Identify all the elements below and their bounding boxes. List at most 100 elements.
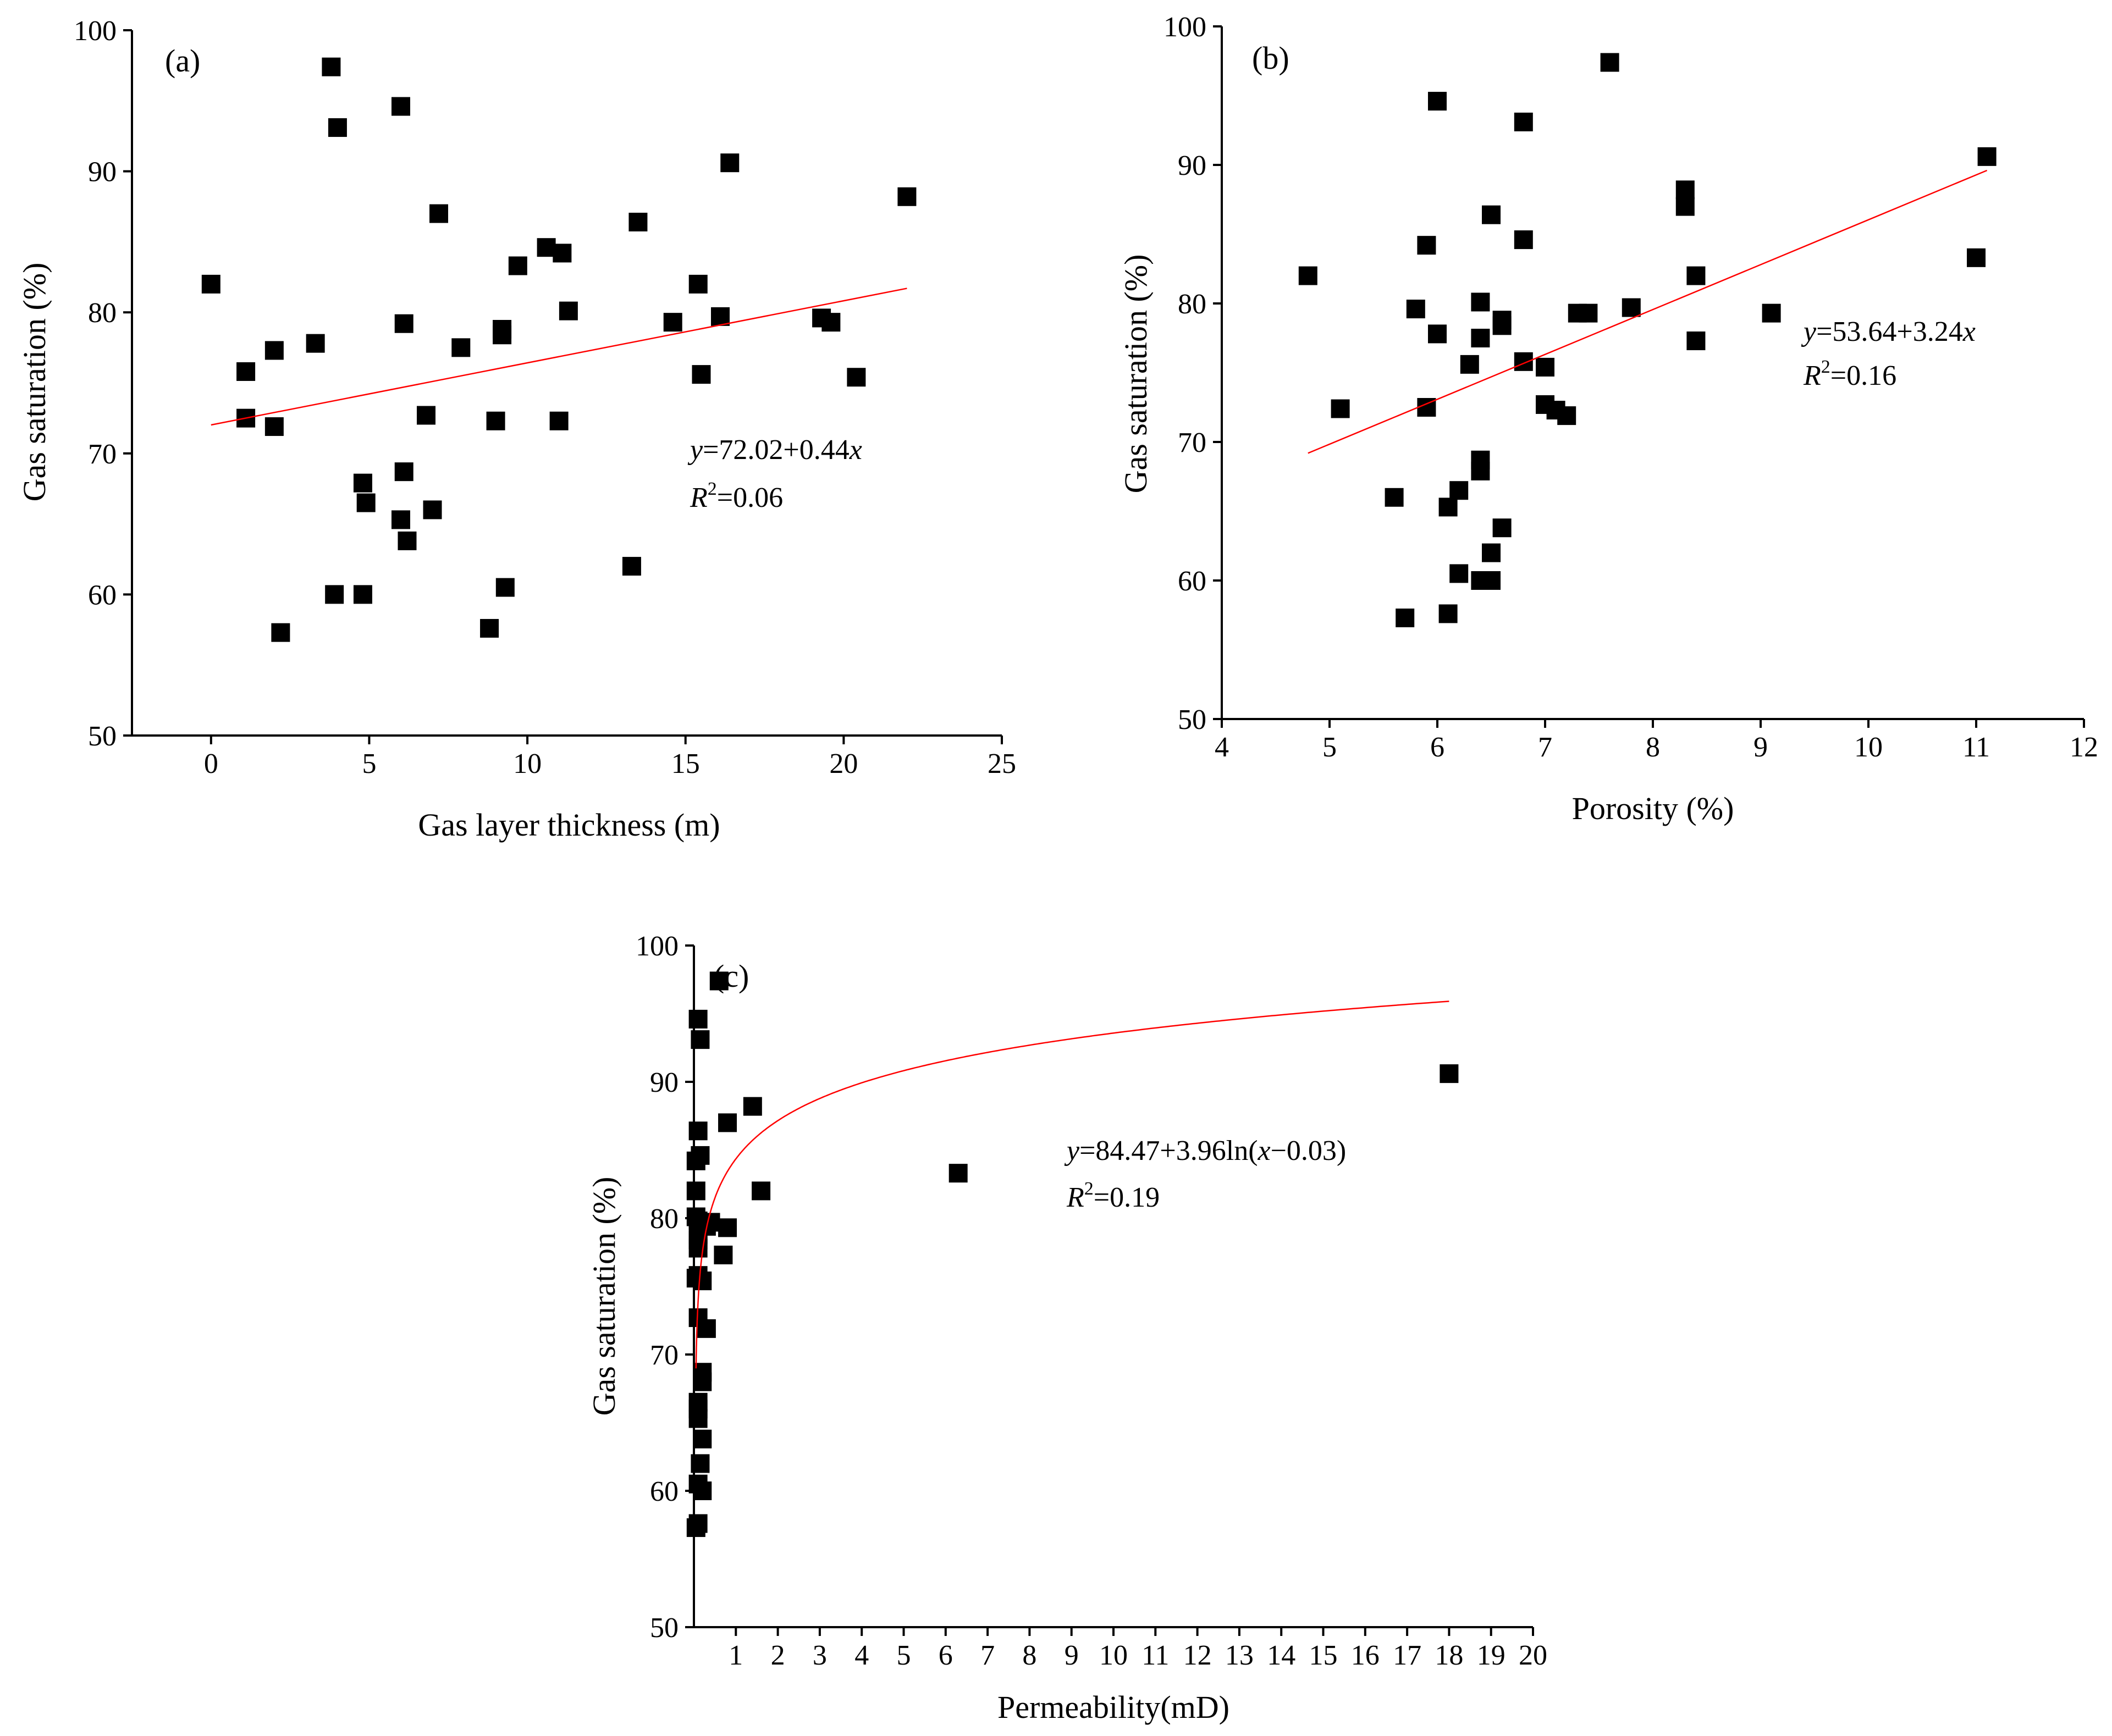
- data-point: [1675, 197, 1695, 216]
- panel-label-c: (c): [714, 958, 749, 994]
- chart-panel-a: 0 5 10 15 20 25 50 60 70 80 90 100 (a) Gas layer th…: [16, 15, 1016, 843]
- data-point: [949, 1164, 968, 1183]
- data-point: [688, 1121, 708, 1141]
- axes-c: 1 2 3 4 5 6 7 8 9 10 11 12 13 14 15 16 17 18 19 20506070809…: [636, 931, 1547, 1671]
- x-tick-label: 9: [1753, 732, 1768, 763]
- y-tick-label: 50: [88, 721, 117, 752]
- r-var: R: [1803, 360, 1821, 391]
- scatter-points-a: [201, 57, 917, 642]
- data-point: [1396, 609, 1415, 628]
- chart-panel-c: 1 2 3 4 5 6 7 8 9 10 11 12 13 14 15 16 17 18 19 20506070809…: [586, 931, 1547, 1725]
- data-point: [686, 1151, 705, 1170]
- data-point: [1449, 564, 1469, 583]
- data-point: [508, 256, 527, 275]
- data-point: [1492, 518, 1512, 538]
- data-point: [709, 971, 729, 991]
- fit-equation-b: y=53.64+3.24x: [1801, 316, 1976, 347]
- y-tick-label: 80: [88, 297, 117, 329]
- eq-x-var: x: [1258, 1135, 1271, 1166]
- eq-x-var: x: [849, 434, 862, 466]
- x-tick-label: 4: [854, 1640, 869, 1671]
- y-axis-title-b: Gas saturation (%): [1118, 255, 1154, 494]
- data-point: [1675, 180, 1695, 200]
- data-point: [1482, 571, 1501, 590]
- data-point: [697, 1319, 716, 1338]
- data-point: [688, 1409, 708, 1428]
- x-tick-label: 7: [1538, 732, 1552, 763]
- r-sup: 2: [1084, 1179, 1094, 1199]
- x-tick-label: 1: [729, 1640, 743, 1671]
- data-point: [559, 301, 578, 320]
- x-tick-label: 10: [513, 748, 542, 779]
- y-tick-label: 60: [650, 1476, 679, 1507]
- data-point: [693, 1271, 712, 1291]
- x-tick-label: 9: [1065, 1640, 1079, 1671]
- r-squared-c: R2=0.19: [1066, 1179, 1160, 1213]
- x-tick-label: 20: [1519, 1640, 1547, 1671]
- x-tick-label: 20: [829, 748, 858, 779]
- x-tick-label: 13: [1225, 1640, 1254, 1671]
- data-point: [549, 411, 569, 430]
- panel-label-b: (b): [1252, 40, 1289, 76]
- data-point: [1686, 331, 1706, 351]
- eq-y-var: y: [1064, 1135, 1080, 1166]
- data-point: [325, 585, 344, 604]
- data-point: [1686, 266, 1706, 285]
- data-point: [306, 334, 325, 353]
- x-tick-label: 15: [671, 748, 700, 779]
- y-tick-label: 90: [650, 1067, 679, 1098]
- x-tick-label: 18: [1435, 1640, 1463, 1671]
- axes-b: 4 5 6 7 8 9 10 11 12 50 60 70 80 90 100: [1163, 12, 2098, 763]
- data-point: [264, 341, 284, 360]
- panel-label-a: (a): [165, 43, 200, 79]
- data-point: [1536, 357, 1554, 377]
- data-point: [1438, 604, 1458, 623]
- x-tick-label: 8: [1022, 1640, 1036, 1671]
- data-point: [1762, 303, 1781, 323]
- data-point: [1428, 324, 1447, 344]
- data-point: [1557, 406, 1576, 425]
- r-squared-b: R2=0.16: [1803, 357, 1896, 391]
- data-point: [537, 238, 556, 257]
- x-tick-label: 3: [813, 1640, 827, 1671]
- fit-equation-a: y=72.02+0.44x: [687, 434, 862, 466]
- scatter-points-c: [686, 971, 1459, 1537]
- data-point: [714, 1245, 733, 1264]
- data-point: [663, 313, 682, 332]
- data-point: [417, 406, 436, 425]
- eq-body: =84.47+3.96ln(: [1079, 1135, 1258, 1166]
- data-point: [271, 623, 290, 642]
- y-tick-label: 80: [1178, 289, 1206, 320]
- eq-y-var: y: [687, 434, 703, 466]
- data-point: [1471, 450, 1490, 469]
- r-sup: 2: [1821, 357, 1830, 377]
- data-point: [1428, 92, 1447, 111]
- y-tick-label: 90: [1178, 150, 1206, 181]
- x-tick-label: 8: [1646, 732, 1660, 763]
- data-point: [1385, 488, 1404, 507]
- data-point: [622, 557, 641, 576]
- r-var: R: [690, 482, 708, 513]
- y-tick-label: 100: [1163, 12, 1206, 43]
- x-tick-label: 25: [988, 748, 1016, 779]
- x-tick-label: 15: [1309, 1640, 1338, 1671]
- data-point: [693, 1372, 712, 1391]
- y-tick-label: 100: [636, 931, 679, 962]
- data-point: [1440, 1064, 1459, 1083]
- data-point: [1471, 329, 1490, 347]
- data-point: [1331, 399, 1350, 418]
- data-point: [353, 585, 372, 604]
- r-sup: 2: [708, 479, 717, 499]
- data-point: [1417, 236, 1436, 255]
- data-point: [480, 618, 499, 638]
- data-point: [423, 500, 442, 519]
- data-point: [553, 244, 572, 263]
- x-axis-title-a: Gas layer thickness (m): [418, 807, 720, 843]
- chart-panel-b: 4 5 6 7 8 9 10 11 12 50 60 70 80 90 100 (b) Porosity (…: [1118, 12, 2098, 826]
- data-point: [1492, 316, 1512, 335]
- data-point: [718, 1218, 737, 1237]
- y-tick-label: 80: [650, 1203, 679, 1235]
- y-tick-label: 70: [88, 439, 117, 470]
- data-point: [328, 118, 347, 137]
- data-point: [391, 510, 410, 529]
